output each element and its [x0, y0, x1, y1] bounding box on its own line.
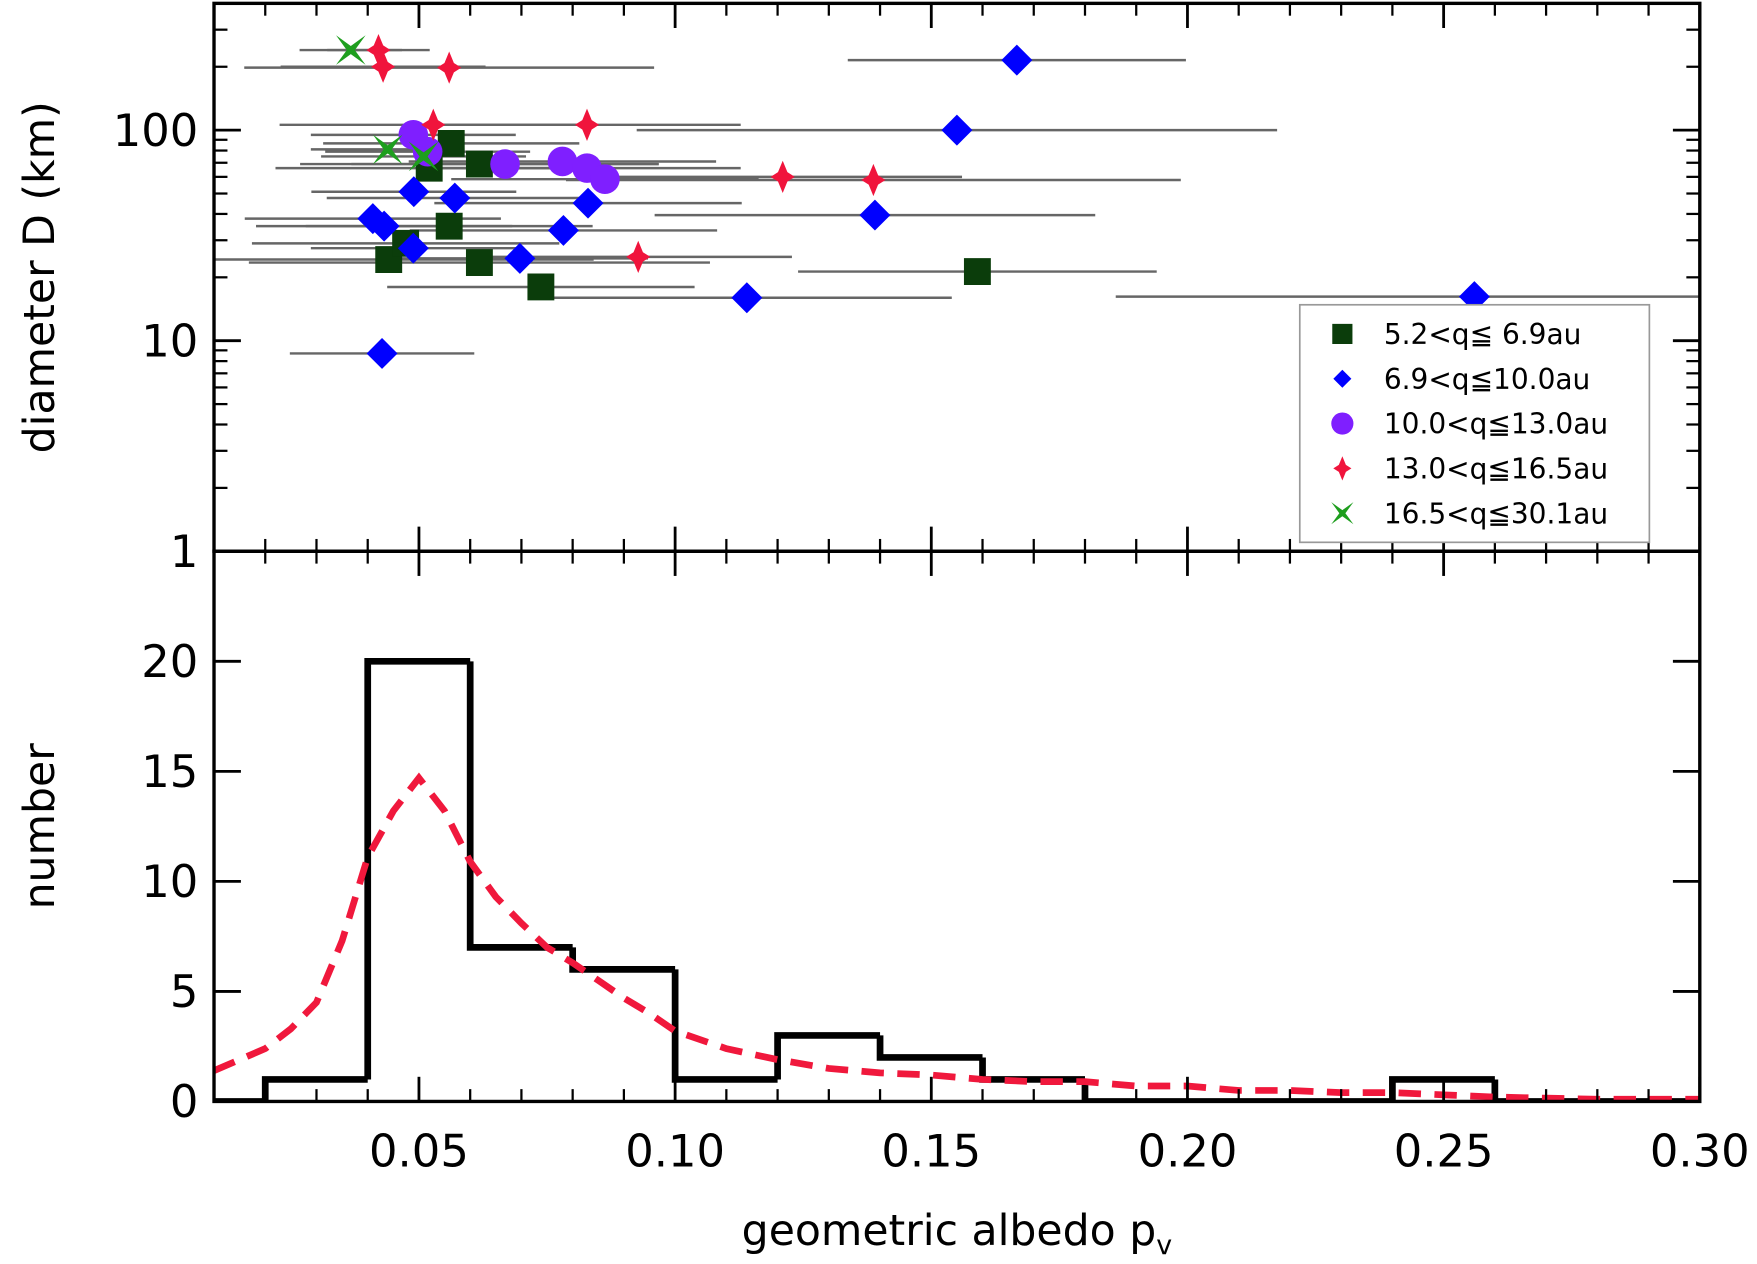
histogram-bar: [876, 1035, 983, 1061]
point: [465, 150, 493, 178]
legend-marker: [1331, 502, 1354, 525]
plot-frame: [212, 549, 1702, 1104]
histogram-bar: [774, 1032, 881, 1080]
legend-marker: [1332, 323, 1353, 344]
y-tick-label: 10: [141, 855, 198, 908]
point: [572, 187, 604, 219]
point: [963, 258, 991, 286]
point: [590, 164, 620, 194]
point: [941, 114, 973, 146]
point: [439, 182, 471, 214]
point: [372, 134, 403, 165]
point: [357, 203, 389, 235]
point: [770, 160, 795, 193]
y-tick-label: 20: [141, 635, 198, 688]
histogram-bar: [466, 661, 573, 951]
point: [504, 242, 536, 274]
point: [437, 129, 465, 157]
x-tick-label: 0.05: [369, 1124, 469, 1177]
histogram-bar: [979, 1057, 1085, 1083]
point: [370, 50, 396, 83]
legend-label: 16.5<q≦30.1au: [1384, 497, 1608, 530]
histogram-bar: [1491, 1079, 1598, 1102]
histogram-bar: [671, 969, 778, 1083]
legend-label: 13.0<q≦16.5au: [1384, 452, 1608, 485]
point: [861, 163, 886, 197]
plot-area: [214, 33, 1700, 369]
point: [397, 232, 429, 264]
x-axis-label-sub: v: [1156, 1230, 1172, 1261]
y-tick-label: 5: [170, 965, 199, 1018]
x-tick-label: 0.30: [1650, 1124, 1750, 1177]
point: [547, 146, 578, 177]
legend-marker: [1331, 412, 1354, 435]
plot-area: [214, 657, 1700, 1102]
point: [527, 273, 555, 301]
x-axis-label: geometric albedo pv: [742, 1206, 1173, 1261]
x-tick-label: 0.20: [1138, 1124, 1238, 1177]
density-line: [214, 772, 1700, 1102]
point: [421, 108, 446, 141]
point: [574, 108, 600, 141]
y-tick-label: 10: [141, 314, 198, 367]
legend-label: 5.2<q≦ 6.9au: [1384, 318, 1582, 351]
x-tick-label: 0.15: [881, 1124, 981, 1177]
point: [1001, 44, 1033, 76]
legend-label: 6.9<q≦10.0au: [1384, 363, 1590, 396]
x-tick-label: 0.25: [1394, 1124, 1494, 1177]
point: [437, 51, 462, 84]
point: [547, 214, 579, 246]
y-tick-label: 15: [141, 745, 198, 798]
histogram-bar: [569, 947, 676, 973]
point: [435, 212, 463, 240]
legend-label: 10.0<q≦13.0au: [1384, 408, 1608, 441]
y-axis-label: number: [15, 743, 65, 910]
legend-marker: [1333, 456, 1352, 481]
point: [366, 33, 391, 67]
point: [368, 210, 400, 242]
y-tick-label: 1: [170, 525, 199, 578]
point: [859, 199, 891, 231]
point: [336, 35, 366, 65]
histogram-bar: [1081, 1079, 1188, 1102]
point: [490, 149, 520, 179]
point: [465, 249, 493, 277]
x-axis-label-main: geometric albedo p: [742, 1206, 1157, 1256]
y-tick-label: 100: [113, 104, 199, 157]
point: [398, 176, 430, 208]
histogram-bar: [364, 657, 471, 1080]
legend-marker: [1333, 369, 1352, 388]
point: [626, 240, 651, 274]
point: [408, 141, 439, 172]
y-tick-label: 0: [170, 1075, 199, 1128]
point: [731, 282, 763, 314]
y-axis-label: diameter D (km): [15, 101, 65, 453]
legend-box: [1298, 303, 1651, 544]
point: [366, 337, 398, 369]
x-tick-label: 0.10: [625, 1124, 725, 1177]
